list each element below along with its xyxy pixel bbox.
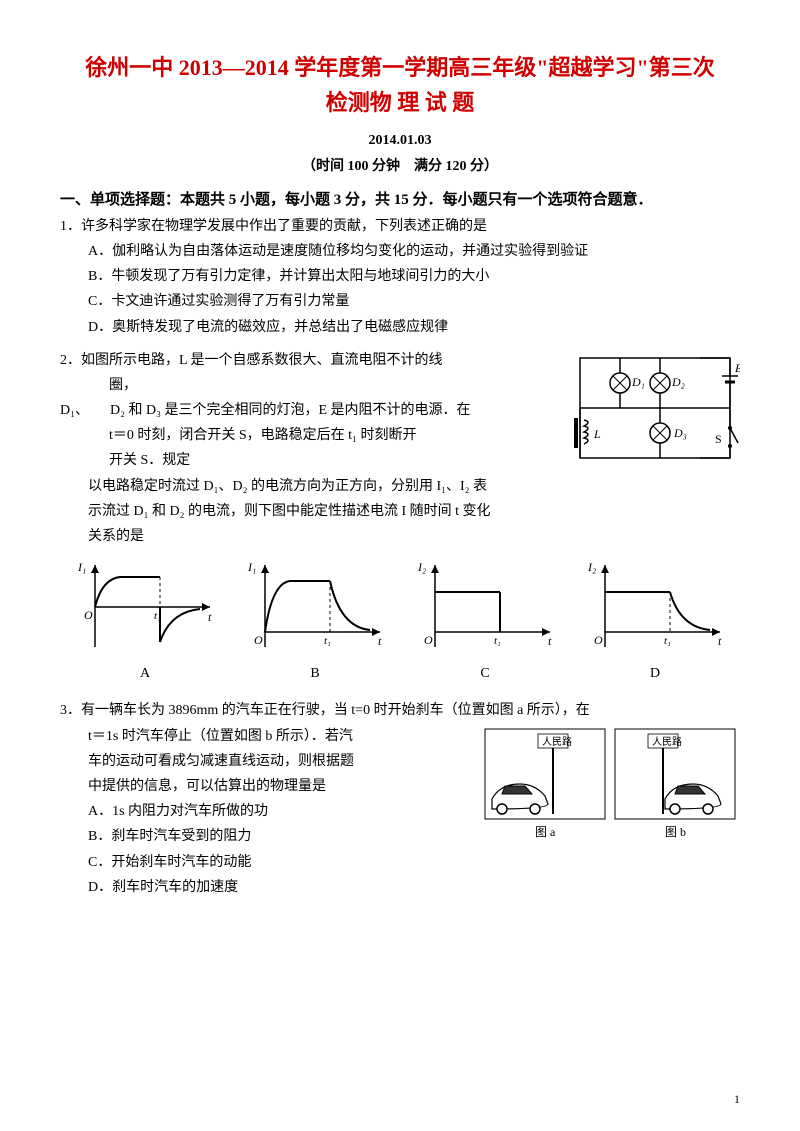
- svg-text:D₂: D₂: [671, 375, 685, 389]
- label-a: A: [70, 661, 220, 686]
- circuit-diagram: D₁ D₂ L D₃ E S: [570, 348, 740, 477]
- svg-text:O: O: [594, 633, 603, 647]
- graph-labels: A B C D: [60, 661, 740, 686]
- question-2: D₁ D₂ L D₃ E S: [60, 348, 740, 687]
- graph-d: I₂ t O t₁: [580, 557, 730, 657]
- svg-text:L: L: [593, 427, 601, 441]
- graph-a: I₁ t O t₁: [70, 557, 220, 657]
- q3-stem-a: 3．有一辆车长为 3896mm 的汽车正在行驶，当 t=0 时开始刹车（位置如图…: [60, 698, 740, 723]
- svg-text:图 a: 图 a: [535, 825, 556, 839]
- svg-text:I₂: I₂: [587, 560, 596, 574]
- graph-b: I₁ t O t₁: [240, 557, 390, 657]
- label-b: B: [240, 661, 390, 686]
- svg-text:t: t: [718, 634, 722, 648]
- svg-text:S: S: [715, 432, 722, 446]
- title-line2: 检测物 理 试 题: [326, 90, 475, 115]
- q1-opt-b: B．牛顿发现了万有引力定律，并计算出太阳与地球间引力的大小: [88, 264, 740, 289]
- svg-text:O: O: [254, 633, 263, 647]
- svg-text:t₁: t₁: [664, 635, 671, 647]
- section1-heading: 一、单项选择题：本题共 5 小题，每小题 3 分，共 15 分．每小题只有一个选…: [60, 187, 740, 214]
- q1-opt-c: C．卡文迪许通过实验测得了万有引力常量: [88, 289, 740, 314]
- label-d: D: [580, 661, 730, 686]
- graph-c: I₂ t O t₁: [410, 557, 560, 657]
- car-figures: 人民路 图 a 人民路 图 b: [480, 724, 740, 863]
- svg-text:t₁: t₁: [324, 635, 331, 647]
- question-3: 3．有一辆车长为 3896mm 的汽车正在行驶，当 t=0 时开始刹车（位置如图…: [60, 698, 740, 900]
- svg-text:I₁: I₁: [247, 560, 256, 574]
- svg-text:D₃: D₃: [673, 426, 687, 440]
- question-1: 1．许多科学家在物理学发展中作出了重要的贡献，下列表述正确的是 A．伽利略认为自…: [60, 214, 740, 340]
- svg-text:t: t: [548, 634, 552, 648]
- q2-stem-d: 以电路稳定时流过 D₁、D₂ 的电流方向为正方向，分别用 I₁、I₂ 表: [88, 474, 740, 499]
- svg-text:O: O: [84, 608, 93, 622]
- q1-opt-d: D．奥斯特发现了电流的磁效应，并总结出了电磁感应规律: [88, 315, 740, 340]
- exam-title: 徐州一中 2013—2014 学年度第一学期高三年级"超越学习"第三次 检测物 …: [60, 50, 740, 120]
- q3-opt-d: D．刹车时汽车的加速度: [88, 875, 740, 900]
- svg-text:t: t: [208, 610, 212, 624]
- exam-date: 2014.01.03: [60, 128, 740, 153]
- q1-opt-a: A．伽利略认为自由落体运动是速度随位移均匀变化的运动，并通过实验得到验证: [88, 239, 740, 264]
- svg-text:t₁: t₁: [494, 635, 501, 647]
- title-line1: 徐州一中 2013—2014 学年度第一学期高三年级"超越学习"第三次: [85, 55, 714, 80]
- svg-text:I₂: I₂: [417, 560, 426, 574]
- svg-text:D₁: D₁: [631, 375, 645, 389]
- label-c: C: [410, 661, 560, 686]
- page-number: 1: [734, 1089, 740, 1111]
- q1-stem: 1．许多科学家在物理学发展中作出了重要的贡献，下列表述正确的是: [60, 214, 740, 239]
- q2-stem-f: 关系的是: [88, 524, 740, 549]
- svg-text:O: O: [424, 633, 433, 647]
- svg-text:人民路: 人民路: [652, 735, 682, 748]
- svg-text:E: E: [734, 361, 740, 375]
- svg-text:图 b: 图 b: [665, 825, 686, 839]
- svg-text:I₁: I₁: [77, 560, 86, 574]
- svg-text:人民路: 人民路: [542, 735, 572, 748]
- graphs-row: I₁ t O t₁ I₁ t O t₁: [60, 557, 740, 657]
- q2-stem-e: 示流过 D₁ 和 D₂ 的电流，则下图中能定性描述电流 I 随时间 t 变化: [88, 499, 740, 524]
- svg-text:t: t: [378, 634, 382, 648]
- exam-timing: （时间 100 分钟 满分 120 分）: [60, 154, 740, 179]
